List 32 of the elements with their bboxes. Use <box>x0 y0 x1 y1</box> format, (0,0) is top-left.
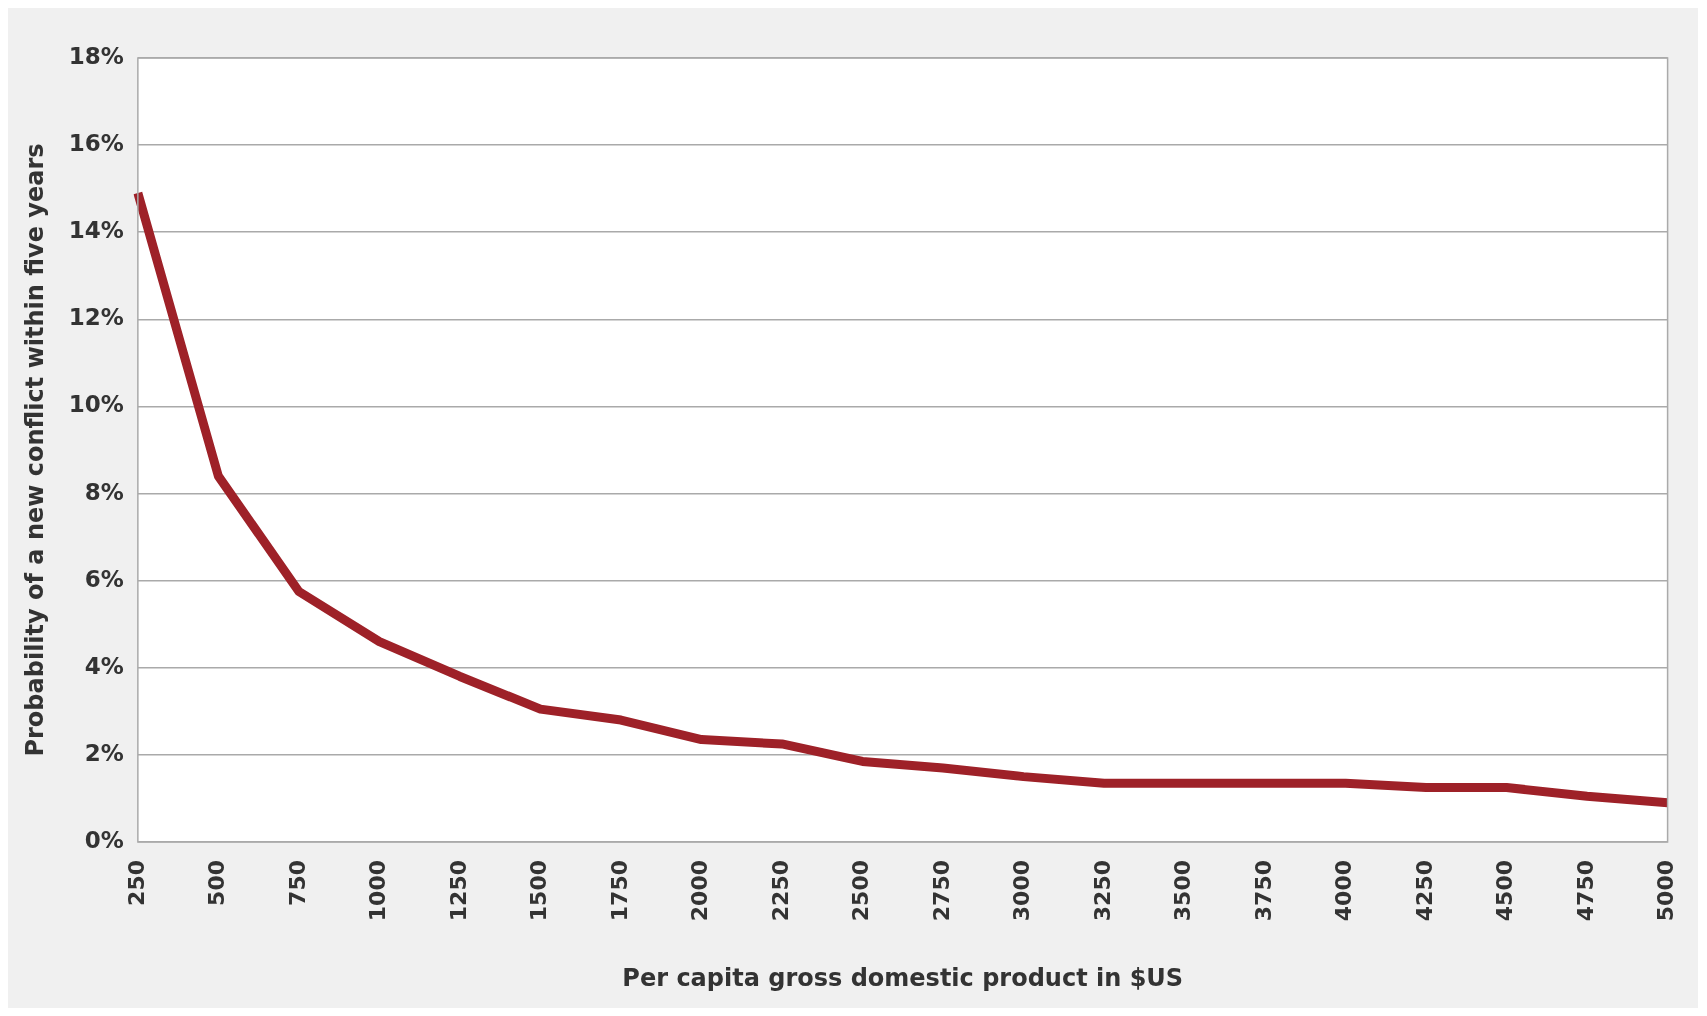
x-tick-label: 1250 <box>445 859 471 922</box>
y-tick-label: 14% <box>68 217 124 244</box>
x-tick-label: 1750 <box>606 859 632 922</box>
x-tick-label: 500 <box>204 859 230 906</box>
x-tick-label: 2750 <box>928 859 954 922</box>
y-tick-label: 12% <box>68 304 124 331</box>
x-tick-label: 3500 <box>1170 859 1196 922</box>
y-tick-label: 2% <box>84 739 124 766</box>
y-tick-label: 10% <box>68 391 124 418</box>
x-tick-label: 1500 <box>526 859 552 922</box>
y-tick-label: 0% <box>84 826 124 853</box>
x-tick-label: 3750 <box>1250 859 1276 922</box>
y-tick-label: 18% <box>68 42 124 69</box>
x-tick-label: 3250 <box>1089 859 1115 922</box>
x-tick-label: 4500 <box>1492 859 1518 922</box>
x-tick-label: 4000 <box>1331 859 1357 922</box>
y-tick-label: 16% <box>68 130 124 157</box>
y-tick-label: 6% <box>84 565 124 592</box>
x-tick-label: 5000 <box>1653 859 1679 922</box>
x-tick-label: 250 <box>123 859 149 906</box>
y-axis-title: Probability of a new conflict within five years <box>20 143 49 757</box>
x-tick-label: 2500 <box>848 859 874 922</box>
x-tick-label: 4250 <box>1411 859 1437 922</box>
y-tick-label: 4% <box>84 652 124 679</box>
x-tick-label: 3000 <box>1009 859 1035 922</box>
x-tick-label: 1000 <box>365 859 391 922</box>
x-tick-label: 4750 <box>1572 859 1598 922</box>
x-tick-label: 2250 <box>767 859 793 922</box>
y-tick-label: 8% <box>84 478 124 505</box>
x-tick-label: 750 <box>284 859 310 906</box>
x-axis-title: Per capita gross domestic product in $US <box>622 963 1184 992</box>
x-tick-label: 2000 <box>687 859 713 922</box>
